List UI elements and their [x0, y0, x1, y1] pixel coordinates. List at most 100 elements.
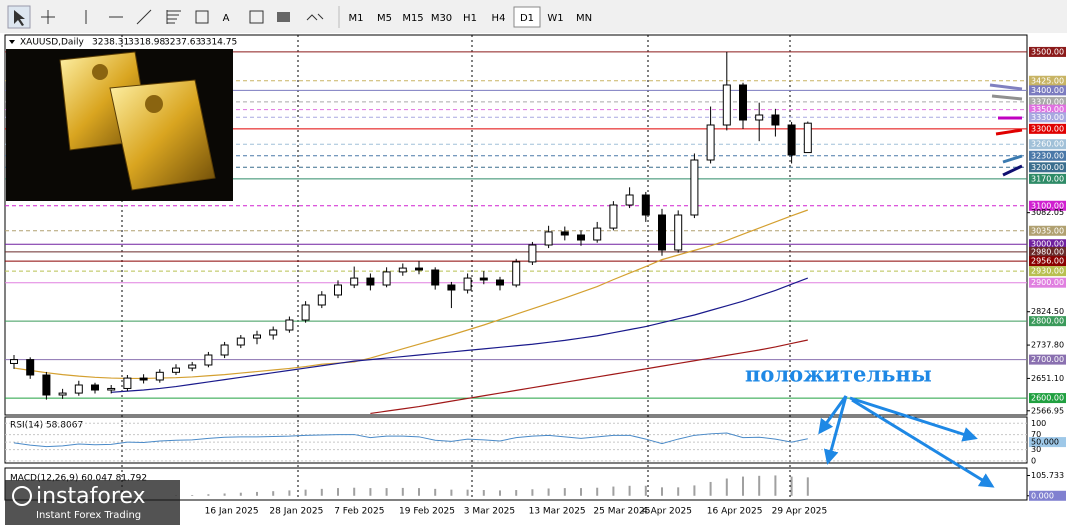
crosshair-button[interactable] [41, 10, 55, 24]
candle-body [74, 384, 83, 394]
macd-bar [482, 490, 485, 496]
x-tick-label: 13 Mar 2025 [529, 507, 586, 517]
candle-body [690, 159, 699, 216]
candle-body [107, 387, 116, 391]
candle-body [463, 277, 472, 291]
candle-body [496, 279, 504, 286]
level-label-bg [1029, 256, 1066, 267]
level-label: 3400.00 [1031, 86, 1064, 95]
level-label: 3500.00 [1031, 47, 1064, 56]
macd-bar [337, 488, 339, 496]
ohlc-value: 3314.75 [200, 38, 237, 48]
label-button[interactable] [249, 10, 264, 24]
candle-body [544, 231, 553, 246]
candle-body [220, 344, 229, 356]
candle-body [593, 227, 602, 241]
level-label: 3230.00 [1031, 151, 1064, 160]
text-tool[interactable]: A [223, 13, 230, 24]
level-label: 2600.00 [1031, 394, 1064, 403]
level-arrows [989, 83, 1023, 177]
candle-body [560, 231, 569, 236]
tick-label-bg [1029, 490, 1066, 501]
timeframe[interactable]: M5 [377, 13, 392, 24]
ohlc-value: 3318.98 [128, 38, 165, 48]
candle-body [269, 329, 278, 336]
candle-body [91, 384, 99, 391]
macd-bar [774, 475, 777, 496]
arrows-button[interactable] [306, 13, 324, 21]
macd-bar [580, 488, 582, 496]
annotation: положительны [745, 362, 932, 387]
level-label-bg [1029, 112, 1066, 123]
macd-bar [790, 476, 793, 496]
logo-icon [12, 486, 32, 506]
timeframe[interactable]: W1 [547, 13, 563, 24]
channel-button[interactable] [195, 10, 209, 24]
level-label-bg [1029, 162, 1066, 173]
arrow [1002, 154, 1023, 164]
level-label-bg [1029, 139, 1066, 150]
timeframe-button[interactable] [513, 6, 541, 28]
timeframe[interactable]: M1 [349, 13, 364, 24]
candle-body [58, 392, 67, 396]
y-tick-label: 105.733 [1031, 471, 1064, 480]
macd-bar [661, 487, 663, 496]
rect-button[interactable] [277, 12, 290, 22]
y-tick-label: 0 [1031, 456, 1036, 465]
level-label: 2980.00 [1031, 247, 1064, 256]
candle-body [641, 194, 650, 216]
macd-bar [223, 493, 226, 496]
level-label-bg [1029, 96, 1066, 107]
candle-body [398, 267, 407, 273]
level-label: 3100.00 [1031, 201, 1064, 210]
level-label-bg [1029, 316, 1066, 327]
x-tick-label: 28 Jan 2025 [269, 507, 323, 517]
candle-body [755, 114, 764, 121]
macd-bar [385, 488, 388, 496]
level-label: 3035.00 [1031, 226, 1064, 235]
candle-body [609, 204, 618, 229]
candle-body [722, 84, 731, 126]
macd-bar [272, 491, 275, 496]
candle-body [334, 284, 342, 296]
level-label-bg [1029, 75, 1066, 86]
level-label: 3350.00 [1031, 105, 1064, 114]
timeframe[interactable]: M30 [431, 13, 452, 24]
timeframe[interactable]: H4 [492, 13, 506, 24]
y-tick-label: 30 [1031, 445, 1041, 454]
timeframe[interactable]: M15 [402, 13, 423, 24]
trendline-button[interactable] [136, 9, 152, 25]
timeframe[interactable]: D1 [520, 13, 534, 24]
macd-bar [450, 489, 453, 496]
rsi-pane [4, 416, 1028, 464]
symbol: XAUUSD,Daily [20, 38, 84, 48]
ohlc-value: 3238.31 [92, 38, 129, 48]
y-tick-label: 2737.80 [1031, 341, 1064, 350]
level-label-bg [1029, 104, 1066, 115]
macd-bar [369, 488, 372, 496]
level-label: 3370.00 [1031, 97, 1064, 106]
arrow [1002, 164, 1023, 177]
candle-body [188, 364, 197, 369]
x-tick-label: 4 Apr 2025 [642, 507, 692, 517]
timeframe[interactable]: MN [576, 13, 592, 24]
rsi-line [13, 432, 808, 448]
candle-body [382, 271, 391, 286]
y-tick-label: 50.000 [1031, 438, 1059, 447]
macd-bar [304, 489, 307, 496]
x-tick-label: 16 Jan 2025 [205, 507, 259, 517]
candle-body [236, 337, 245, 346]
x-tick-label: 25 Mar 2025 [593, 507, 650, 517]
timeframe[interactable]: H1 [463, 13, 477, 24]
level-label-bg [1029, 150, 1066, 161]
macd-bar [207, 494, 210, 496]
arrow [851, 398, 995, 488]
y-tick-label: 70 [1031, 430, 1041, 439]
macd-bar [758, 475, 761, 496]
annotation-arrows [818, 395, 995, 488]
fibo-button[interactable] [166, 10, 181, 24]
macd-bar [499, 490, 501, 496]
y-tick-label: 3082.05 [1031, 208, 1064, 217]
level-label-bg [1029, 239, 1066, 250]
